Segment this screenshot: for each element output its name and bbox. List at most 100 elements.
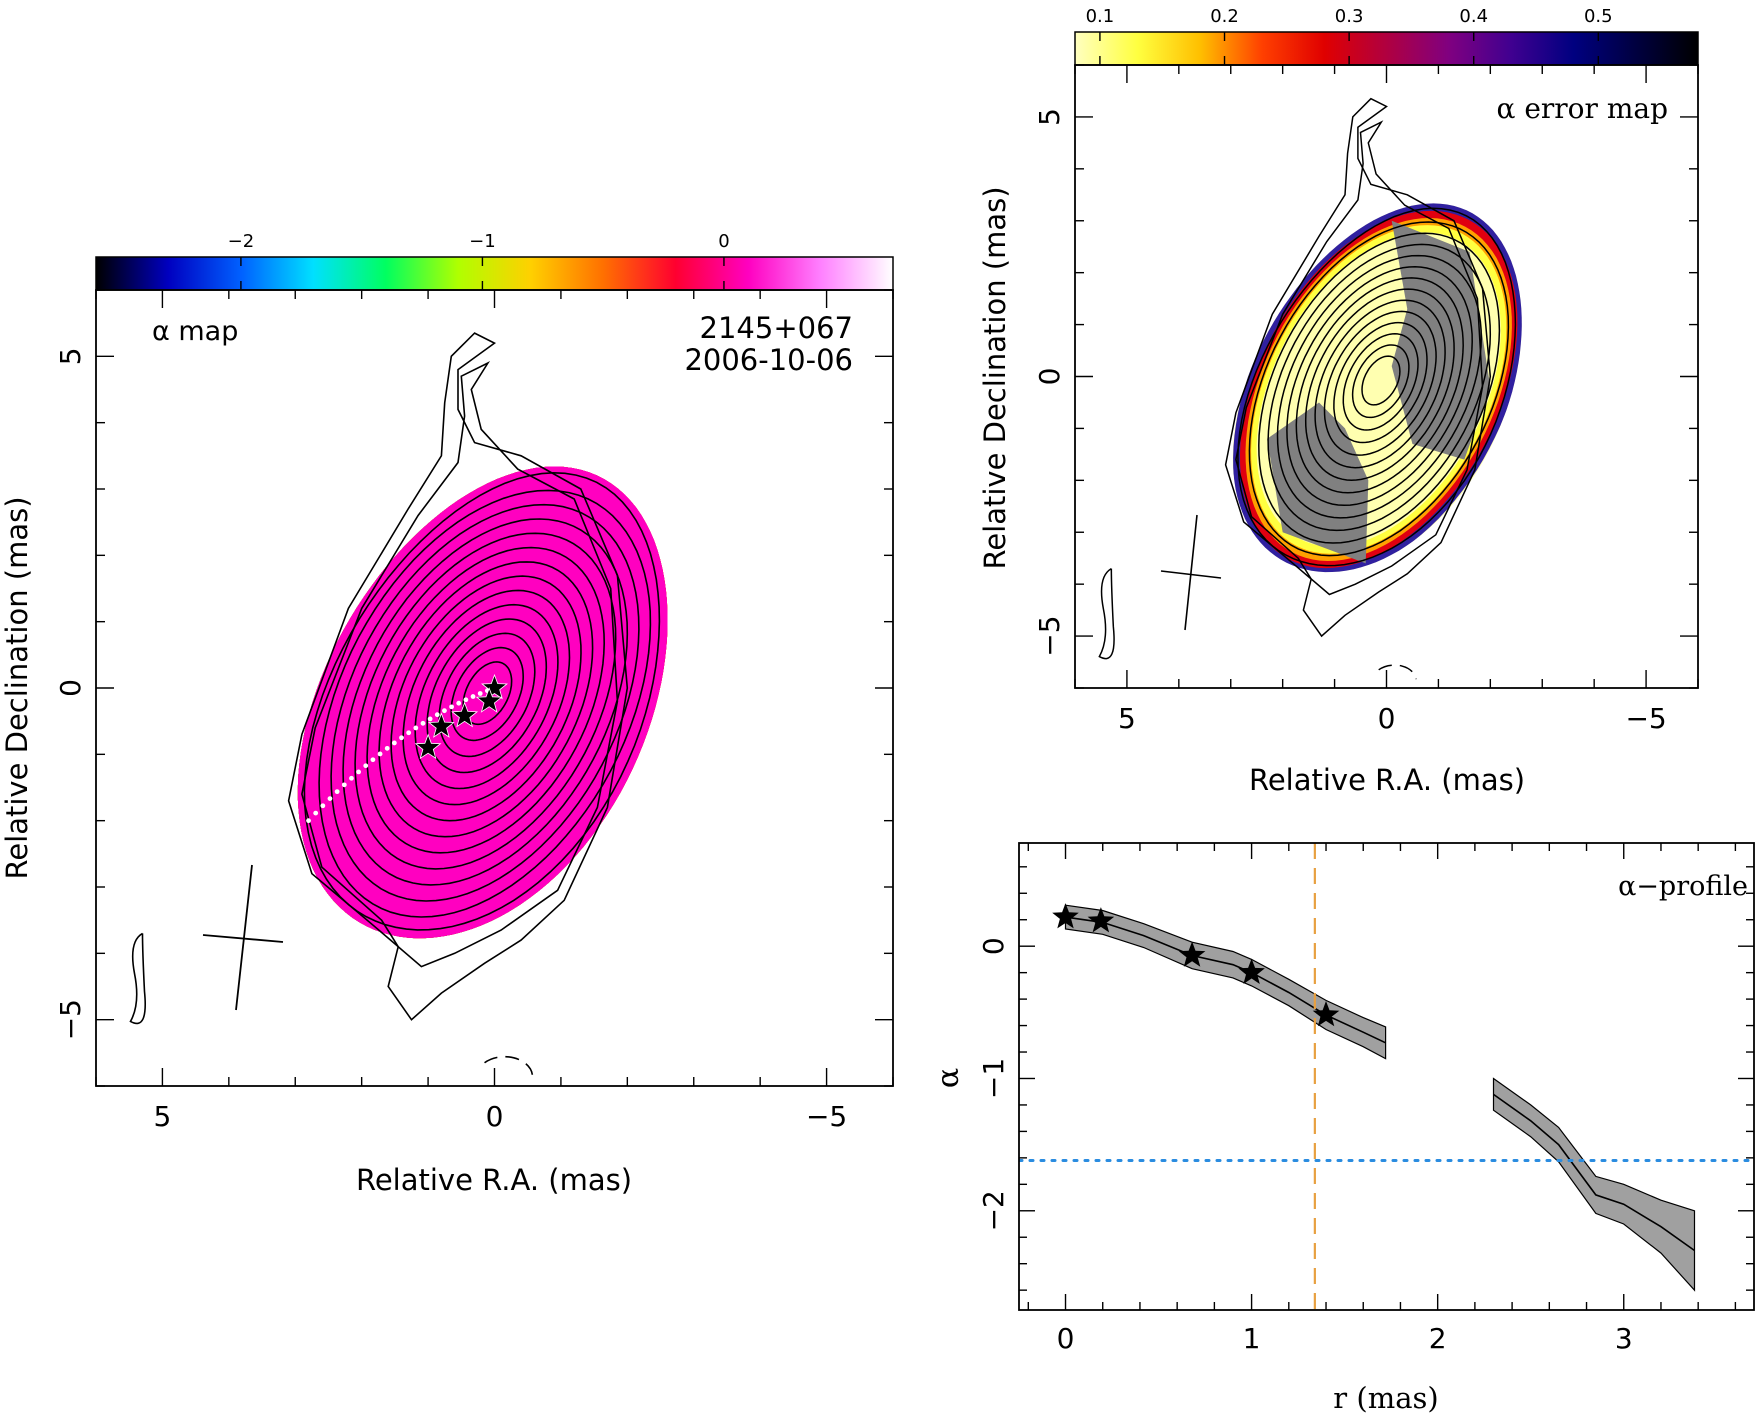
alpha-map-ridge-dot — [384, 745, 390, 751]
alpha-profile-star-marker — [1238, 958, 1265, 984]
alpha-error-map-contour — [1267, 243, 1492, 532]
alpha-map-ytick-label: 5 — [54, 347, 87, 365]
alpha-map-panel: −2 −1 0 5 0 −5 5 0 −5 α map 2145+067 2006-10-06… — [0, 231, 894, 1197]
alpha-map-star-marker — [427, 712, 455, 738]
alpha-profile-panel: 0 1 2 3 0 −1 −2 α−profile r (mas) α — [931, 842, 1755, 1415]
alpha-error-map-ytick-label: 0 — [1033, 368, 1066, 386]
alpha-profile-ytick-label: −1 — [977, 1058, 1010, 1099]
alpha-map-ridge-dot — [477, 691, 483, 696]
alpha-profile-title: α−profile — [1618, 871, 1748, 902]
alpha-map-image — [129, 332, 668, 1075]
alpha-error-map-contour — [1276, 254, 1483, 519]
alpha-map-ridge-dot — [363, 763, 369, 769]
alpha-error-map-contour — [1304, 288, 1455, 481]
alpha-error-map-contour — [1361, 355, 1401, 406]
alpha-map-ridge-dot — [449, 704, 454, 710]
alpha-map-contour — [301, 361, 619, 968]
error-colorbar-tick-label: 0.1 — [1086, 6, 1115, 27]
alpha-map-ridge-dot — [349, 775, 354, 781]
alpha-error-map-contour — [1314, 299, 1446, 469]
alpha-error-map-ytick-label: −5 — [1033, 615, 1066, 656]
alpha-map-colorbar — [95, 256, 894, 291]
alpha-map-ridge-dot — [406, 730, 412, 736]
alpha-map-xtick-label: −5 — [806, 1100, 847, 1133]
alpha-error-map-axes: 5 0 −5 5 0 −5 — [1033, 64, 1699, 735]
alpha-map-ridge-dot — [470, 694, 476, 699]
alpha-profile-plot-area — [1019, 843, 1754, 1310]
alpha-map-ridge-dot — [399, 735, 404, 741]
alpha-error-map-ytick-label: 5 — [1033, 108, 1066, 126]
alpha-map-star-marker — [451, 701, 479, 728]
alpha-profile-ytick-label: 0 — [977, 937, 1010, 955]
alpha-map-ridge-dot — [463, 697, 469, 703]
alpha-profile-xlabel: r (mas) — [1333, 1381, 1438, 1415]
alpha-map-contour — [414, 603, 559, 790]
alpha-profile-xtick-label: 0 — [1057, 1322, 1075, 1355]
alpha-error-map-contour — [1351, 344, 1410, 419]
alpha-map-ridge-dot — [313, 810, 319, 816]
alpha-map-contour — [426, 618, 548, 774]
alpha-profile-star-marker — [1052, 903, 1079, 929]
alpha-error-map-contour — [1323, 310, 1437, 456]
alpha-map-star-marker — [414, 733, 442, 760]
alpha-error-map-xlabel: Relative R.A. (mas) — [1249, 763, 1525, 797]
alpha-map-contour — [287, 332, 629, 1021]
alpha-map-ytick-label: 0 — [54, 679, 87, 697]
alpha-map-contour — [402, 589, 571, 806]
error-colorbar-tick-label: 0.4 — [1459, 6, 1488, 27]
alpha-map-ridge-dot — [334, 789, 340, 795]
alpha-colorbar-tick-label: −1 — [469, 231, 496, 252]
alpha-error-map-xtick-label: −5 — [1625, 702, 1666, 735]
alpha-map-star-marker — [481, 673, 508, 700]
alpha-map-contour — [390, 575, 582, 822]
alpha-error-colorbar — [1074, 31, 1699, 66]
error-colorbar-tick-label: 0.5 — [1584, 6, 1613, 27]
alpha-map-ridge-dot — [356, 769, 362, 775]
alpha-profile-frame — [1018, 842, 1755, 1311]
alpha-profile-star-marker — [1087, 907, 1115, 933]
alpha-error-map-contour — [1286, 265, 1473, 507]
alpha-map-ridge-dot — [320, 803, 326, 809]
alpha-map-ridge-dot — [420, 720, 426, 726]
alpha-profile-ylabel: α — [931, 1068, 966, 1088]
alpha-error-map-contour — [1224, 97, 1492, 638]
alpha-map-ridge-dot — [442, 708, 447, 714]
error-colorbar-tick-label: 0.3 — [1335, 6, 1364, 27]
alpha-colorbar-tick-label: 0 — [718, 231, 729, 252]
alpha-map-contour — [438, 632, 536, 758]
alpha-map-source-name: 2145+067 — [700, 311, 853, 345]
alpha-map-ridge-dot — [377, 751, 383, 757]
alpha-map-ridge-dot — [306, 818, 311, 824]
alpha-profile-error-band — [1064, 904, 1387, 1060]
alpha-map-contour — [330, 503, 640, 902]
alpha-map-ridge-dot — [370, 757, 376, 763]
alpha-profile-star-marker — [1312, 1001, 1340, 1027]
alpha-map-ridge-dot — [391, 740, 397, 746]
alpha-profile-line — [1493, 1093, 1695, 1252]
alpha-map-core — [347, 466, 662, 923]
alpha-profile-ytick-label: −2 — [977, 1190, 1010, 1231]
alpha-map-contour — [450, 646, 525, 742]
alpha-map-ridge-dot — [434, 712, 440, 718]
alpha-error-map-ylabel: Relative Declination (mas) — [978, 186, 1012, 569]
alpha-error-map-contour — [1378, 664, 1417, 680]
alpha-error-colorbar-ticks: 0.1 0.2 0.3 0.4 0.5 — [1086, 6, 1613, 65]
alpha-profile-xtick-label: 2 — [1429, 1322, 1447, 1355]
alpha-map-contour — [484, 1055, 534, 1075]
alpha-map-contour — [303, 471, 661, 931]
alpha-map-epoch: 2006-10-06 — [684, 343, 853, 377]
alpha-map-axes: 5 0 −5 5 0 −5 — [54, 289, 894, 1133]
alpha-error-map-contour — [1258, 232, 1501, 544]
alpha-profile-axes: 0 1 2 3 0 −1 −2 — [977, 843, 1754, 1355]
alpha-map-ylabel: Relative Declination (mas) — [0, 496, 34, 879]
alpha-map-ridge-dot — [456, 700, 462, 706]
alpha-error-map-panel: 0.1 0.2 0.3 0.4 0.5 5 0 −5 5 0 −5 α error map Rel… — [978, 6, 1699, 797]
alpha-error-map-contour — [1342, 333, 1419, 431]
alpha-error-map-xtick-label: 5 — [1118, 702, 1136, 735]
alpha-map-contour — [366, 546, 606, 854]
alpha-map-contour — [129, 932, 146, 1025]
alpha-map-ridge-dot — [427, 716, 433, 722]
alpha-map-star-marker — [475, 687, 503, 713]
alpha-error-map-xtick-label: 0 — [1378, 702, 1396, 735]
alpha-map-title: α map — [152, 316, 238, 347]
